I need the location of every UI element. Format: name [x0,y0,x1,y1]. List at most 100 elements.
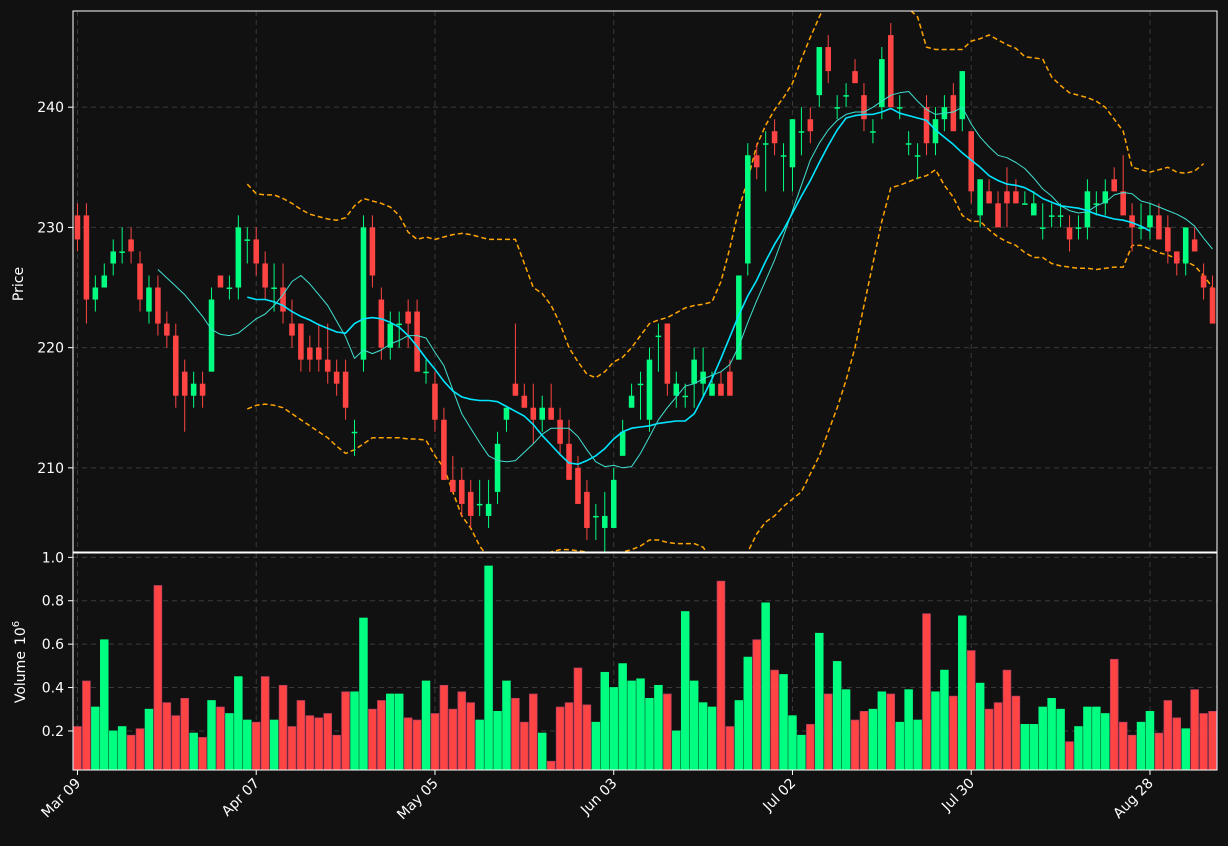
candle-body [905,143,912,145]
volume-bar [761,602,770,771]
volume-bar [403,717,413,771]
candle-body [74,215,81,240]
candle-body [485,503,492,516]
volume-bar [832,661,842,771]
volume-bar [135,728,145,771]
candle-body [539,407,545,420]
candle-body [110,251,116,264]
volume-bar [966,650,976,771]
volume-bar [368,708,377,771]
candle-body [324,359,331,372]
candle-body [834,107,840,109]
volume-bar [591,721,601,771]
candle-body [1031,203,1037,216]
volume-tick-label: 1.0 [42,550,64,566]
volume-bar [475,719,484,771]
candle-body [968,131,974,192]
price-candles [74,23,1216,552]
volume-bar [841,689,851,771]
candle-body [986,191,992,204]
candle-body [360,227,367,360]
volume-bar [126,734,136,771]
volume-bar [1181,728,1190,771]
volume-bar [1056,708,1065,771]
volume-bar [386,693,395,771]
candle-body [316,347,322,360]
volume-tick-label: 0.2 [42,724,64,740]
volume-bar [877,691,887,771]
volume-bar [296,700,306,771]
candle-body [745,155,751,264]
candle-body [146,287,152,312]
volume-bar [1154,732,1164,771]
candle-body [789,119,796,168]
volume-bar [484,565,493,771]
candle-body [557,419,563,444]
volume-tick-label: 0.6 [42,637,64,653]
candle-body [700,371,706,384]
candle-body [333,371,340,384]
volume-bar [743,656,753,771]
candle-body [959,71,966,120]
volume-bar [1047,697,1056,771]
volume-bar [868,708,878,771]
candle-body [995,203,1001,228]
candle-body [128,239,134,252]
candle-body [1066,227,1073,240]
volume-bar [1038,706,1047,771]
bollinger-bands [246,11,1214,552]
candle-body [181,371,188,396]
candle-body [1129,215,1135,228]
candle-body [208,299,215,372]
volume-bar [609,687,618,771]
candle-body [414,311,420,372]
volume-bar [377,700,386,771]
volume-bar [984,708,994,771]
volume-bar [421,680,431,771]
candle-body [1209,287,1216,324]
candle-body [736,275,742,360]
candle-body [378,299,385,348]
volume-bar [1172,717,1182,771]
volume-bar [225,713,234,771]
volume-bar [680,611,690,771]
volume-bar [1199,713,1208,771]
volume-bar [654,684,663,771]
volume-bar [627,680,636,771]
candle-body [342,371,349,408]
volume-bar [162,702,172,771]
volume-bar [278,684,288,771]
volume-bar [529,693,538,771]
candle-body [271,287,277,290]
candle-body [199,383,206,396]
candle-body [718,383,724,396]
volume-bar [636,678,645,771]
volume-bar [859,711,869,771]
volume-bar [564,702,574,771]
candle-body [870,131,876,133]
volume-bar [698,702,708,771]
volume-bar [1127,734,1137,771]
volume-bar [913,719,922,771]
volume-bar [707,706,717,771]
volume-bar [1083,706,1092,771]
volume-panel-frame [72,552,1218,771]
volume-bar [618,663,627,771]
candle-body [584,491,590,528]
volume-bar [1029,724,1039,771]
candle-body [1111,179,1117,192]
candle-body [423,371,429,374]
volume-bar [949,695,958,771]
candle-body [682,395,688,398]
volume-bar [457,691,467,771]
volume-bar [511,697,520,771]
candle-body [807,119,814,132]
candle-body [369,227,376,276]
volume-bar [546,760,556,771]
candle-body [83,215,90,300]
candle-body [1039,227,1046,229]
volume-bar [448,708,458,771]
candle-body [119,251,125,253]
volume-bar [332,734,341,771]
volume-bar [1145,711,1155,771]
